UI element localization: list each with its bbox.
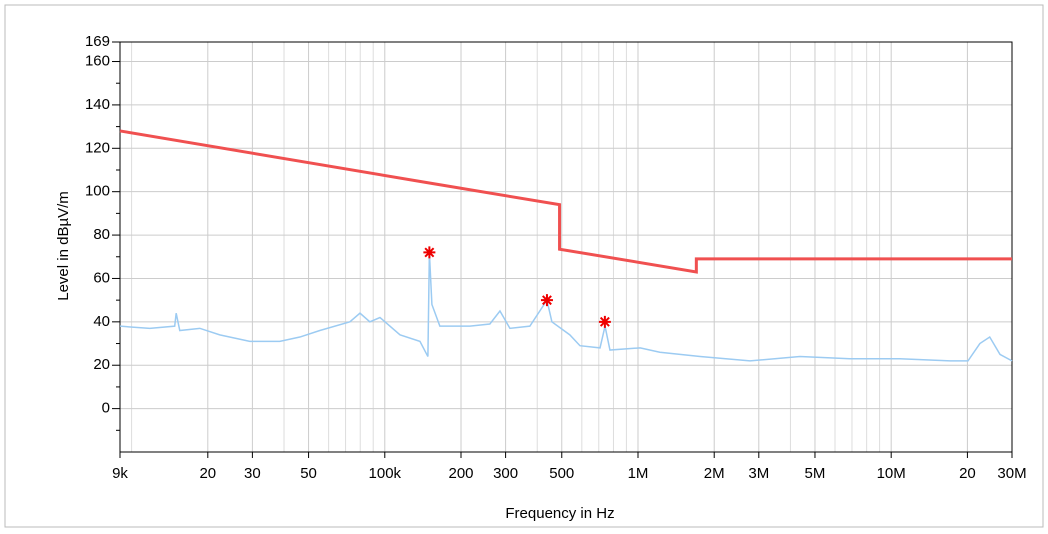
x-tick-label: 5M: [805, 465, 826, 482]
y-tick-label: 120: [85, 139, 110, 156]
peak-marker: [423, 246, 436, 259]
x-tick-label: 20: [199, 465, 216, 482]
x-tick-label: 50: [300, 465, 317, 482]
y-tick-label: 100: [85, 183, 110, 200]
peak-marker: [540, 294, 553, 307]
y-tick-label: 0: [102, 400, 110, 417]
y-tick-label: 160: [85, 52, 110, 69]
y-tick-label: 80: [93, 226, 110, 243]
x-tick-label: 1M: [628, 465, 649, 482]
x-tick-label: 3M: [748, 465, 769, 482]
x-tick-label: 500: [549, 465, 574, 482]
x-tick-label: 10M: [877, 465, 906, 482]
series-line: [119, 129, 1012, 274]
y-tick-label: 169: [85, 33, 110, 50]
series-line: [119, 252, 1013, 362]
x-tick-label: 2M: [704, 465, 725, 482]
x-tick-label: 9k: [112, 465, 128, 482]
x-tick-label: 20: [959, 465, 976, 482]
y-tick-label: 140: [85, 96, 110, 113]
y-tick-label: 60: [93, 269, 110, 286]
panel-frame: [4, 4, 1044, 528]
x-tick-label: 200: [448, 465, 473, 482]
plot-frame: [119, 41, 1013, 453]
y-tick-label: 20: [93, 356, 110, 373]
x-tick-label: 100k: [369, 465, 402, 482]
x-tick-label: 300: [493, 465, 518, 482]
x-axis-label: Frequency in Hz: [505, 505, 614, 522]
peak-marker: [598, 315, 611, 328]
y-axis-label: Level in dBµV/m: [55, 191, 72, 301]
y-tick-label: 40: [93, 313, 110, 330]
x-tick-label: 30: [244, 465, 261, 482]
x-tick-label: 30M: [997, 465, 1026, 482]
